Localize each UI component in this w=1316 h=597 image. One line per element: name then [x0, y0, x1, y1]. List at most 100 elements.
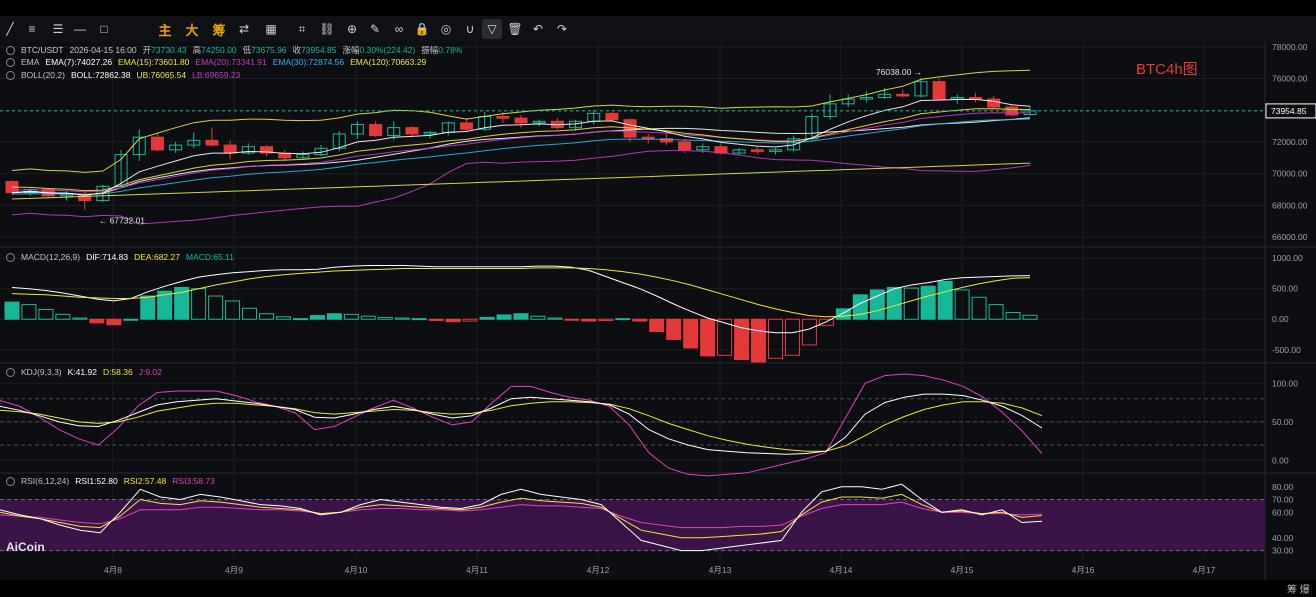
- eye-icon[interactable]: [6, 70, 15, 80]
- candle-body: [896, 93, 910, 97]
- eye-icon[interactable]: [6, 252, 15, 262]
- candle-body: [823, 103, 837, 118]
- macd-bar: [683, 318, 699, 349]
- y-tick-label: 72000.00: [1272, 137, 1308, 147]
- lock-icon[interactable]: 🔒: [414, 22, 430, 36]
- x-tick-label: 4月12: [587, 565, 610, 575]
- j-line: [0, 373, 1043, 477]
- x-tick-label: 4月11: [466, 565, 488, 575]
- footer-glyphs[interactable]: 筹 爆: [1287, 585, 1310, 596]
- corner-title: BTC4h图: [1136, 61, 1198, 78]
- macd-bar: [225, 300, 241, 320]
- y-tick-label: 66000.00: [1272, 232, 1308, 242]
- chart-svg: 4月8 4月9 4月10 4月11 4月12 4月13 4月14 4月15 4月16 4月17 66…: [0, 42, 1316, 580]
- rsi2-value: RSI2:57.48: [123, 476, 167, 486]
- open-value: 73730.43: [151, 45, 187, 55]
- macd-bar: [937, 280, 953, 320]
- eye-icon[interactable]: [6, 45, 15, 55]
- ema20-line: [12, 112, 1031, 193]
- macd-bar: [55, 313, 71, 320]
- candle-body: [841, 98, 855, 105]
- zoom-icon[interactable]: ⊕: [346, 22, 358, 36]
- boll-ub-value: UB:76065.54: [136, 70, 187, 80]
- chart-area[interactable]: 4月8 4月9 4月10 4月11 4月12 4月13 4月14 4月15 4月16 4月17 66…: [0, 42, 1316, 580]
- menu-icon[interactable]: ≡: [28, 22, 36, 36]
- candle-body: [314, 147, 328, 156]
- image-icon[interactable]: ▦: [265, 22, 277, 36]
- macd-bar: [445, 318, 461, 323]
- crop-icon[interactable]: ⌗: [298, 21, 306, 36]
- amp-label: 振幅: [421, 45, 439, 55]
- undo-icon[interactable]: ↶: [532, 22, 544, 36]
- chip-button[interactable]: 筹: [212, 22, 226, 38]
- brush-icon[interactable]: ✎: [369, 22, 381, 36]
- line-tool-icon[interactable]: ╱: [6, 22, 14, 36]
- eye-icon[interactable]: [6, 367, 15, 377]
- eye-icon[interactable]: [6, 57, 15, 67]
- rsi2-line: [0, 493, 1043, 539]
- drawing-toolbar: ╱ ≡ ☰ — □ 主大筹 ⇄ ▦ ⌗ ⛓ ⊕ ✎ ∞ 🔒 ◎ ∪ ▽ 🗑 ↶ ↷: [0, 16, 1316, 43]
- eye-icon[interactable]: [6, 476, 15, 486]
- link-icon[interactable]: ⛓: [319, 22, 335, 36]
- eye-icon[interactable]: ◎: [440, 22, 452, 36]
- magnet-icon[interactable]: ∪: [465, 22, 475, 36]
- low-value: 73675.96: [251, 45, 287, 55]
- candle-body: [187, 139, 201, 146]
- y-tick-label: 80.00: [1272, 482, 1294, 492]
- j-value: J:9.02: [138, 367, 162, 377]
- high-value: 74250.00: [201, 45, 237, 55]
- ema30-line: [11, 118, 1031, 195]
- x-tick-label: 4月15: [951, 565, 974, 575]
- macd-bar: [717, 318, 733, 356]
- k-line: [0, 393, 1043, 455]
- candle-body: [350, 123, 364, 135]
- macd-bar: [513, 313, 529, 320]
- close-label: 收: [292, 45, 302, 55]
- x-tick-label: 4月16: [1072, 565, 1095, 575]
- macd-bar: [700, 318, 716, 357]
- macd-bar: [123, 318, 139, 321]
- x-tick-label: 4月14: [830, 565, 853, 575]
- boll-mid-line: [11, 117, 1031, 196]
- multi-line-icon[interactable]: ☰: [52, 22, 64, 36]
- ohlc-header: BTC/USDT 2026-04-15 16:00 开73730.43 高742…: [6, 44, 462, 56]
- macd-bar: [1022, 314, 1038, 320]
- filter-icon[interactable]: ▽: [482, 19, 502, 39]
- macd-bar: [72, 317, 88, 320]
- macd-bar: [360, 315, 376, 320]
- big-order-button[interactable]: 大: [185, 22, 199, 38]
- main-chart-button[interactable]: 主: [158, 22, 172, 38]
- macd-bar: [479, 316, 495, 320]
- y-tick-label: 60.00: [1272, 507, 1294, 517]
- macd-bar: [275, 316, 291, 320]
- rectangle-icon[interactable]: □: [100, 22, 108, 36]
- y-tick-label: 70000.00: [1272, 169, 1308, 179]
- macd-bar: [191, 288, 207, 320]
- y-tick-label: 500.00: [1272, 284, 1298, 294]
- candle-body: [169, 144, 183, 151]
- trash-icon[interactable]: 🗑: [507, 22, 523, 36]
- macd-bar: [174, 286, 190, 320]
- aicoin-watermark: AiCoin: [6, 540, 45, 554]
- dif-value: DIF:714.83: [86, 252, 129, 262]
- current-price-tag: [1265, 103, 1316, 119]
- boll-title: BOLL(20,2): [21, 70, 65, 80]
- macd-bar: [208, 295, 224, 320]
- candle-body: [750, 149, 764, 152]
- horizontal-line-icon[interactable]: —: [74, 22, 86, 36]
- macd-bar: [784, 318, 800, 356]
- redo-icon[interactable]: ↷: [556, 22, 568, 36]
- macd-bar: [1005, 312, 1021, 320]
- d-line: [0, 401, 1043, 452]
- macd-bar: [886, 286, 902, 320]
- macd-bar: [411, 318, 427, 321]
- macd-bar: [954, 289, 970, 320]
- candle-body: [1005, 106, 1019, 116]
- candle-body: [859, 97, 873, 100]
- candle-body: [260, 146, 273, 154]
- convert-icon[interactable]: ⇄: [238, 22, 250, 36]
- glasses-icon[interactable]: ∞: [394, 22, 404, 36]
- candle-body: [769, 149, 782, 152]
- macd-bar: [106, 318, 122, 326]
- macd-bar: [852, 294, 868, 320]
